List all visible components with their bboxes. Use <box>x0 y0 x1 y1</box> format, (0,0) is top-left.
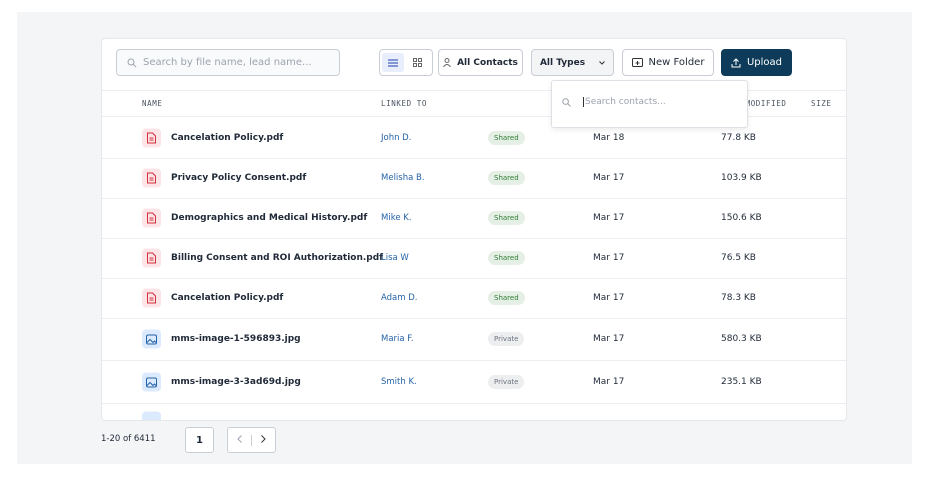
file-size: 235.1 KB <box>721 377 762 387</box>
chevron-right <box>261 434 266 443</box>
status-badge: Shared <box>488 291 525 305</box>
linked-contact: John D. <box>381 133 412 143</box>
dropdown-placeholder: Search contacts... <box>583 97 666 107</box>
prev-page[interactable] <box>228 434 252 446</box>
pdf-glyph <box>147 292 156 304</box>
row-divider <box>102 360 846 361</box>
file-name: mms-image-1-596893.jpg <box>171 334 301 344</box>
file-icon <box>142 288 161 308</box>
status-badge: Private <box>488 332 525 346</box>
status-badge: Private <box>488 375 525 389</box>
file-name: Cancelation Policy.pdf <box>171 133 284 143</box>
file-size: 103.9 KB <box>721 173 762 183</box>
column-header: LINKED TO <box>381 99 428 108</box>
column-header: LAST MODIFIED <box>720 99 787 108</box>
row-divider <box>102 318 846 319</box>
search-placeholder: Search by file name, lead name... <box>143 57 312 68</box>
folder-icon <box>631 58 643 67</box>
new-folder-label: New Folder <box>648 57 705 68</box>
linked-contact: Maria F. <box>381 334 414 344</box>
upload-label: Upload <box>746 57 783 68</box>
status-badge: Shared <box>488 131 525 145</box>
modified-date: Mar 17 <box>593 377 625 387</box>
chevron-left <box>237 434 242 443</box>
file-name: Billing Consent and ROI Authorization.pd… <box>171 253 384 263</box>
dropdown-search[interactable]: Search contacts... <box>562 97 666 107</box>
file-size: 150.6 KB <box>721 213 762 223</box>
divider <box>102 116 846 117</box>
modified-date: Mar 17 <box>593 173 625 183</box>
pdf-glyph <box>147 252 156 264</box>
next-page[interactable] <box>252 434 275 446</box>
modified-date: Mar 17 <box>593 253 625 263</box>
contacts-dropdown: Search contacts... <box>551 80 748 128</box>
pdf-glyph <box>147 132 156 144</box>
list-icon <box>388 59 398 66</box>
modified-date: Mar 17 <box>593 213 625 223</box>
chevron-down <box>599 60 605 65</box>
row-divider <box>102 238 846 239</box>
file-icon <box>142 372 161 392</box>
file-icon <box>142 168 161 188</box>
search-input[interactable]: Search by file name, lead name... <box>116 49 340 76</box>
image-glyph <box>146 377 157 387</box>
file-size: 78.3 KB <box>721 293 756 303</box>
pdf-glyph <box>147 172 156 184</box>
row-divider <box>102 198 846 199</box>
file-name: Cancelation Policy.pdf <box>171 293 284 303</box>
row-divider <box>102 403 846 404</box>
modified-date: Mar 17 <box>593 293 625 303</box>
divider <box>102 90 846 91</box>
upload-button[interactable]: Upload <box>721 49 792 76</box>
page-nav <box>227 427 276 453</box>
file-name: Privacy Policy Consent.pdf <box>171 173 307 183</box>
file-icon <box>142 411 161 420</box>
file-icon <box>142 208 161 228</box>
linked-contact: Lisa W <box>381 253 409 263</box>
linked-contact: Mike K. <box>381 213 412 223</box>
row-divider <box>102 278 846 279</box>
grid-view[interactable] <box>404 58 430 67</box>
pagination-range: 1-20 of 6411 <box>101 434 156 444</box>
file-size: 580.3 KB <box>721 334 762 344</box>
types-label: All Types <box>539 57 586 68</box>
column-header: SIZE <box>811 99 832 108</box>
status-badge: Shared <box>488 251 525 265</box>
contacts-label: All Contacts <box>457 57 518 68</box>
page-number[interactable]: 1 <box>185 427 214 453</box>
row-divider <box>102 158 846 159</box>
search-icon <box>562 97 571 107</box>
modified-date: Mar 17 <box>593 334 625 344</box>
view-toggle <box>379 49 433 76</box>
types-select[interactable]: All Types <box>531 49 614 76</box>
file-size: 77.8 KB <box>721 133 756 143</box>
status-badge: Shared <box>488 171 525 185</box>
contacts-button[interactable]: All Contacts <box>438 49 523 76</box>
image-glyph <box>146 334 157 344</box>
file-name: mms-image-3-3ad69d.jpg <box>171 377 301 387</box>
file-icon <box>142 329 161 349</box>
status-badge: Shared <box>488 211 525 225</box>
linked-contact: Melisha B. <box>381 173 425 183</box>
grid-icon <box>412 58 422 67</box>
file-icon <box>142 248 161 268</box>
linked-contact: Smith K. <box>381 377 417 387</box>
pdf-glyph <box>147 212 156 224</box>
modified-date: Mar 18 <box>593 133 625 143</box>
new-folder-button[interactable]: New Folder <box>622 49 714 76</box>
list-view[interactable] <box>382 53 404 72</box>
file-icon <box>142 128 161 148</box>
search-icon <box>127 58 137 67</box>
file-name: Demographics and Medical History.pdf <box>171 213 368 223</box>
person-icon <box>443 58 451 67</box>
column-header: NAME <box>142 99 163 108</box>
linked-contact: Adam D. <box>381 293 418 303</box>
upload-icon <box>731 57 741 67</box>
file-size: 76.5 KB <box>721 253 756 263</box>
